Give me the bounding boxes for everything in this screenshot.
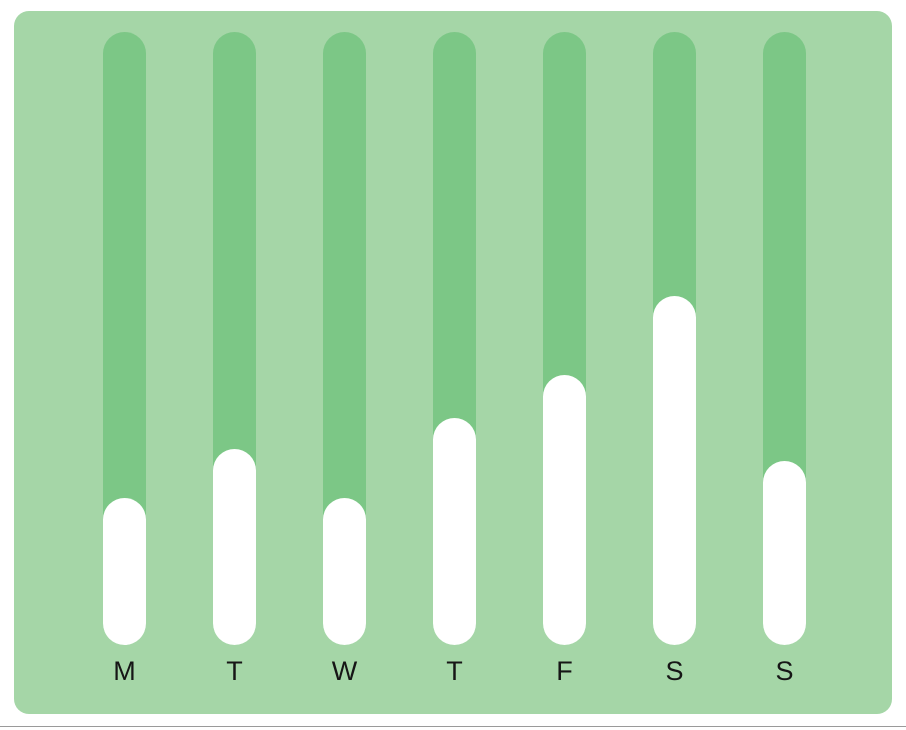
bar-fill (213, 449, 256, 645)
bar-axis-label: W (331, 656, 358, 686)
bar-axis-label: S (665, 656, 684, 686)
bar-axis-label: S (775, 656, 794, 686)
bar-group[interactable]: S (653, 32, 696, 686)
bar-group[interactable]: T (213, 32, 256, 686)
bar-fill (433, 418, 476, 645)
bar-group[interactable]: T (433, 32, 476, 686)
bar-group[interactable]: F (543, 32, 586, 686)
bar-axis-label: M (113, 656, 136, 686)
bar-fill (763, 461, 806, 645)
bar-axis-label: T (446, 656, 463, 686)
bar-fill (653, 296, 696, 645)
bar-fill (103, 498, 146, 645)
bar-axis-label: T (226, 656, 243, 686)
bar-group[interactable]: M (103, 32, 146, 686)
bar-fill (543, 375, 586, 645)
bar-fill (323, 498, 366, 645)
bar-group[interactable]: W (323, 32, 366, 686)
bar-group[interactable]: S (763, 32, 806, 686)
bar-axis-label: F (556, 656, 573, 686)
bottom-divider (0, 726, 906, 727)
